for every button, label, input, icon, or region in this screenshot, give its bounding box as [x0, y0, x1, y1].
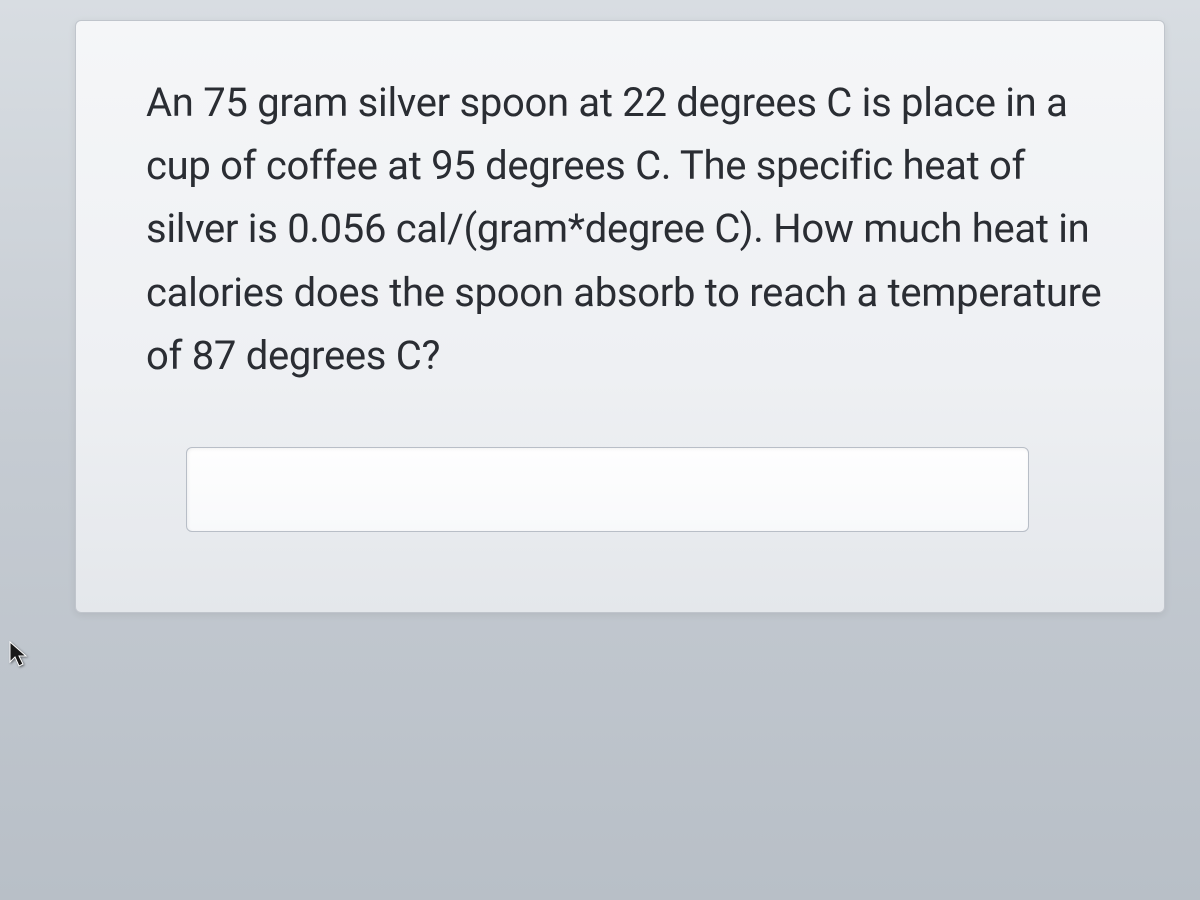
- question-prompt-text: An 75 gram silver spoon at 22 degrees C …: [146, 71, 1104, 387]
- mouse-cursor-icon: [8, 640, 30, 670]
- question-card: An 75 gram silver spoon at 22 degrees C …: [75, 20, 1165, 613]
- answer-input[interactable]: [186, 447, 1029, 532]
